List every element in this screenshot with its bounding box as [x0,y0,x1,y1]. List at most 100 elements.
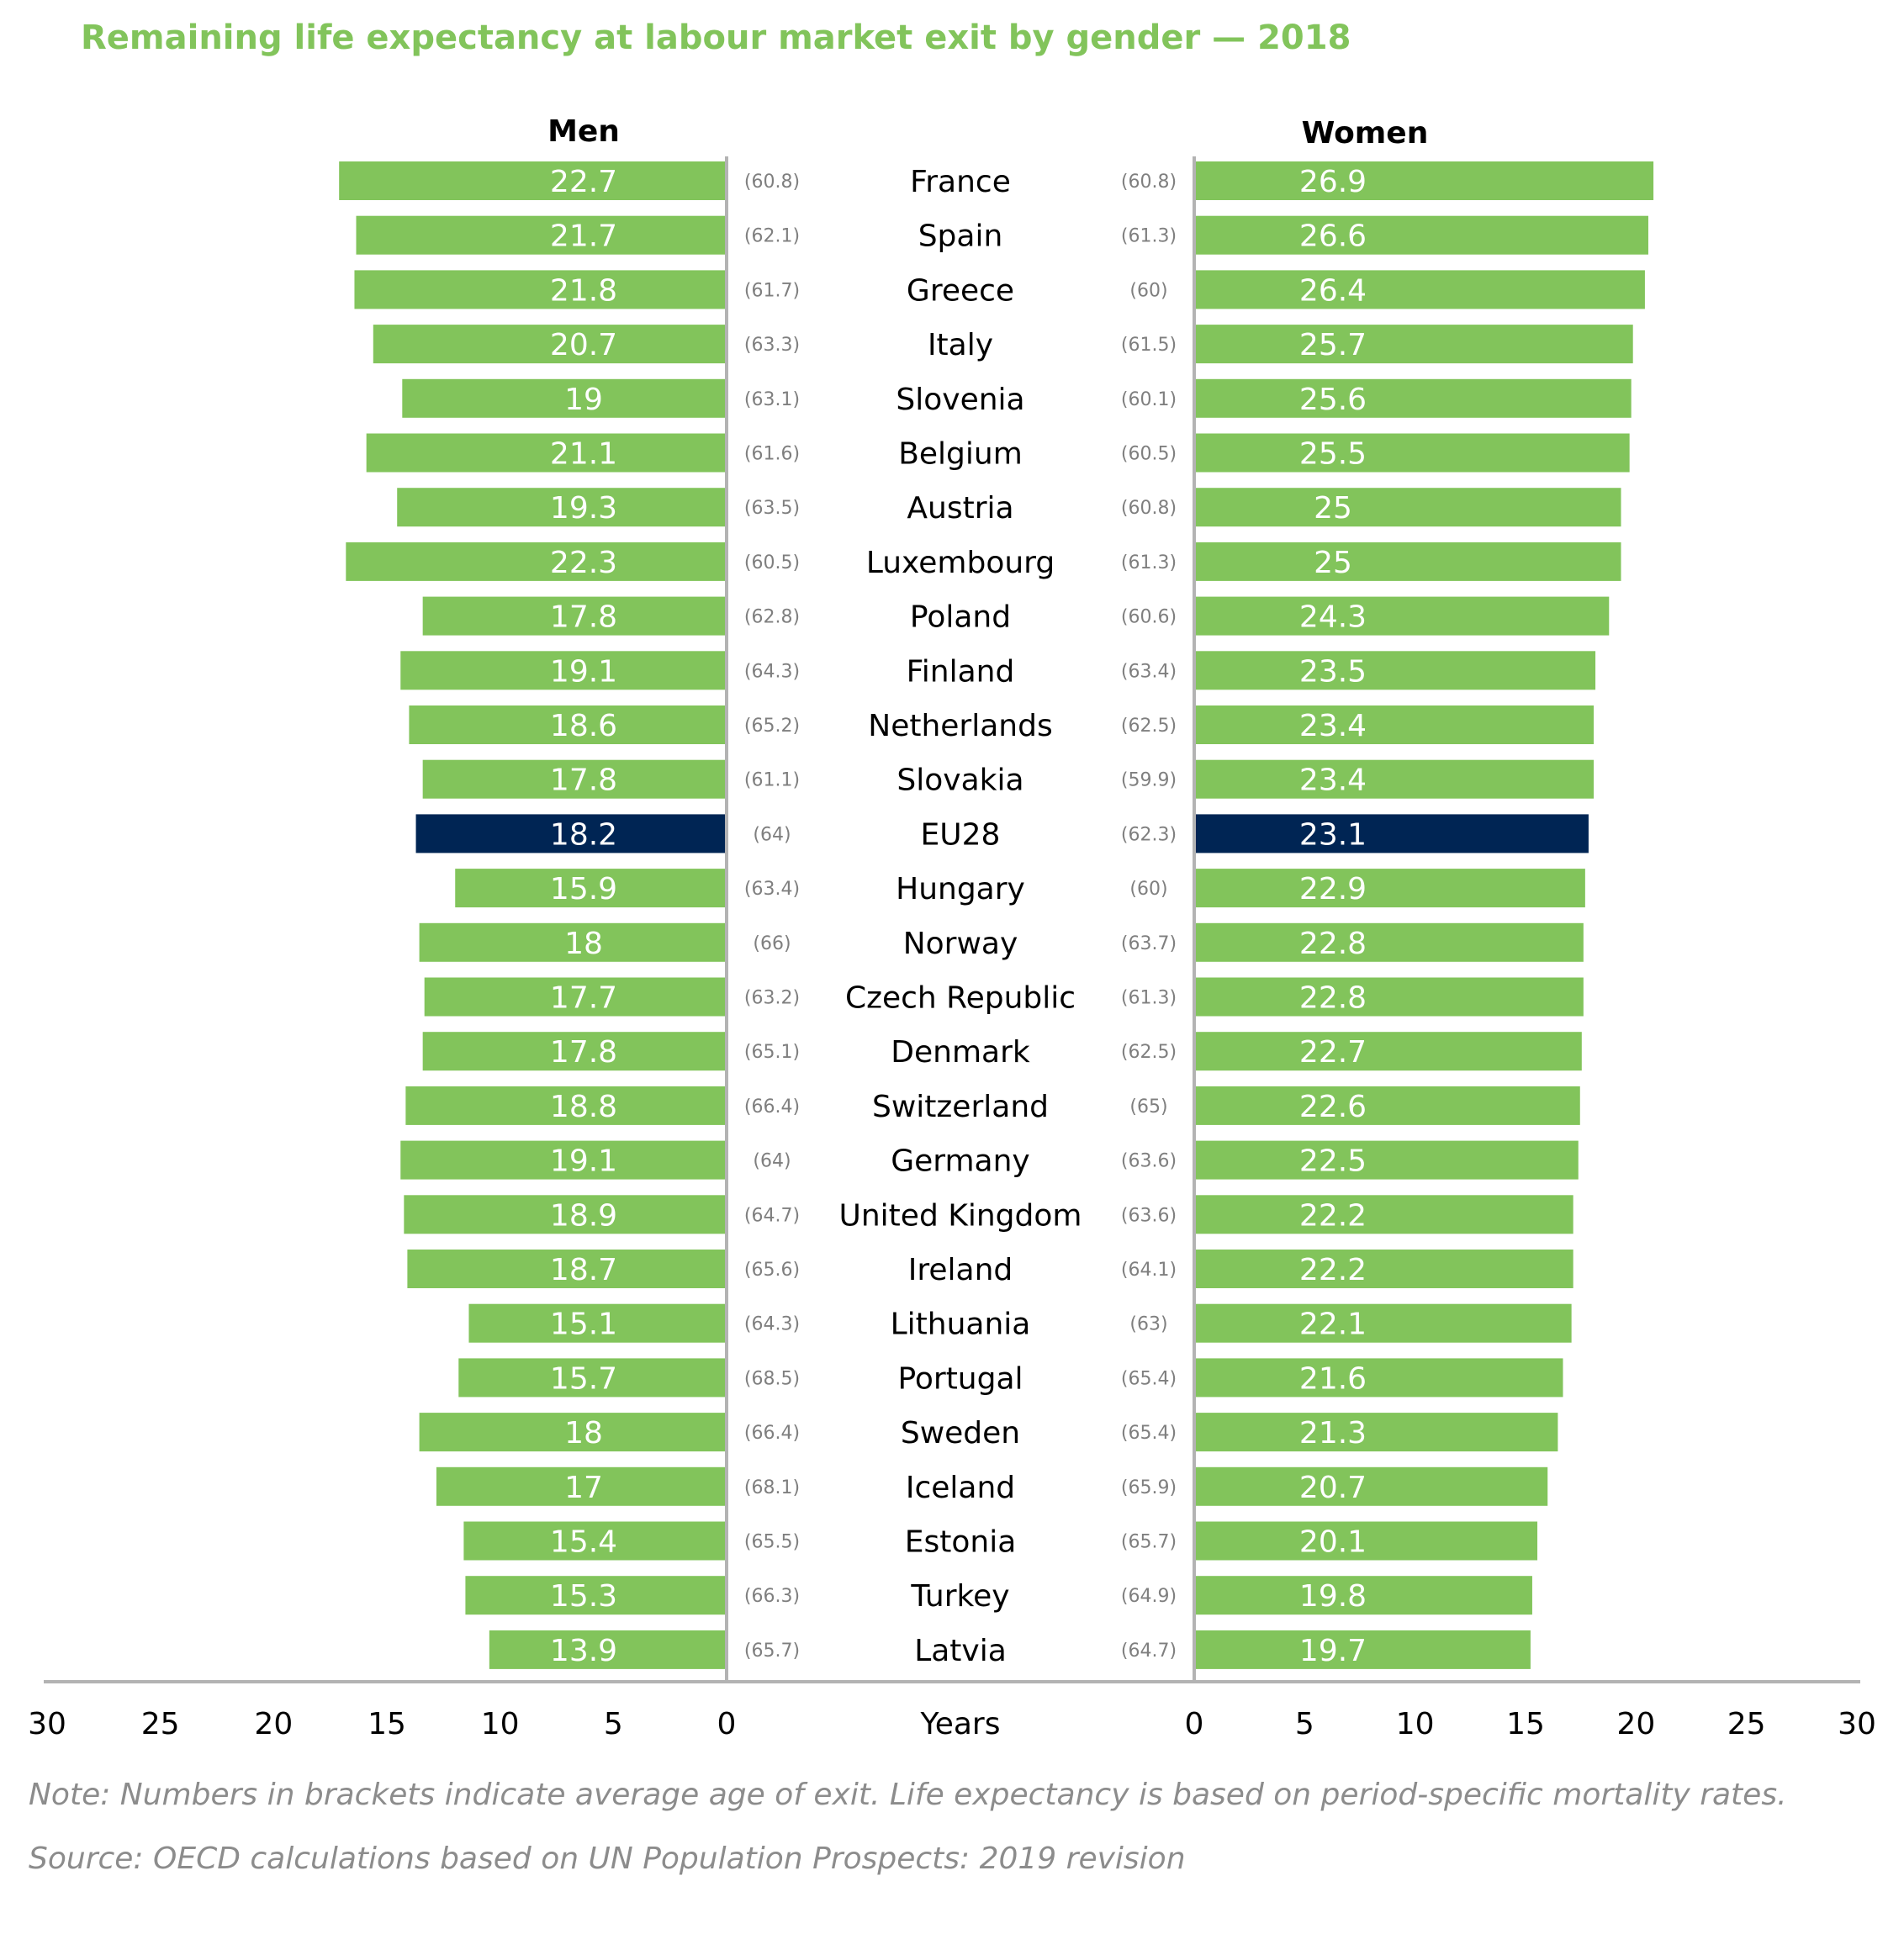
category-label: Estonia [905,1525,1017,1560]
bar-women [1194,1466,1548,1506]
bar-women [1194,1250,1573,1288]
data-label-women: 22.5 [1299,1144,1367,1179]
bar-men [400,1140,727,1180]
bar-men [458,1358,727,1398]
category-label: Netherlands [868,709,1052,743]
data-label-women: 22.6 [1299,1090,1367,1124]
bar-women [1194,977,1584,1017]
category-label: Poland [910,600,1011,635]
exit-age-label-men: (62.1) [744,226,800,247]
x-tick-label: 5 [604,1707,623,1741]
exit-age-label-women: (65.4) [1121,1368,1177,1389]
exit-age-label-women: (61.5) [1121,335,1177,356]
exit-age-label-men: (63.4) [744,879,800,900]
exit-age-label-women: (61.3) [1121,226,1177,247]
data-label-women: 24.3 [1299,600,1367,635]
exit-age-label-women: (60.8) [1121,498,1177,519]
category-label: Ireland [908,1253,1013,1287]
data-label-women: 22.2 [1299,1198,1367,1233]
bar-men [339,161,727,200]
data-label-men: 15.3 [550,1579,617,1614]
bar-men [400,651,727,690]
exit-age-label-women: (64.1) [1121,1260,1177,1281]
exit-age-label-men: (64) [753,824,791,845]
exit-age-label-women: (65.7) [1121,1532,1177,1553]
data-label-men: 19.1 [550,1144,617,1179]
data-label-men: 19.1 [550,654,617,689]
exit-age-label-men: (60.8) [744,172,800,193]
bar-men [489,1630,727,1669]
category-label: Sweden [901,1416,1020,1450]
bar-men [356,215,727,255]
bar-men [407,1250,727,1288]
category-label: Slovenia [896,383,1024,417]
x-tick-label: 30 [1838,1707,1876,1741]
exit-age-label-men: (61.7) [744,280,800,301]
bar-men [422,759,727,799]
data-label-men: 19 [564,383,603,417]
data-label-men: 13.9 [550,1634,617,1668]
bar-women [1194,922,1584,962]
exit-age-label-men: (66) [753,933,791,954]
exit-age-label-women: (61.3) [1121,988,1177,1009]
category-label: Norway [903,927,1018,961]
butterfly-bar-chart: Men Women 22.7 (60.8) France (60.8) 26.9 21.7 (6… [28,114,1876,1741]
exit-age-label-men: (63.5) [744,498,800,519]
exit-age-label-women: (59.9) [1121,770,1177,791]
bar-women [1194,759,1595,799]
data-label-women: 26.6 [1299,219,1367,254]
source-note: Source: OECD calculations based on UN Po… [29,1842,1186,1876]
bar-women [1194,1413,1558,1452]
bar-men [436,1466,727,1506]
bar-men [402,378,727,418]
data-label-men: 15.4 [550,1525,617,1560]
data-label-men: 15.1 [550,1308,617,1342]
exit-age-label-women: (63.6) [1121,1205,1177,1226]
data-label-men: 18.2 [550,817,617,852]
bar-men [346,542,727,581]
bar-women [1194,488,1621,527]
exit-age-label-men: (62.8) [744,607,800,628]
exit-age-label-men: (65.2) [744,716,800,737]
data-label-women: 25 [1314,491,1352,526]
bar-men [463,1521,727,1561]
exit-age-label-men: (65.6) [744,1260,800,1281]
data-label-men: 17.7 [550,981,617,1016]
data-label-men: 15.7 [550,1361,617,1396]
category-label: Latvia [914,1634,1007,1668]
exit-age-label-men: (66.4) [744,1096,800,1118]
bar-men [409,705,727,744]
x-tick-label: 0 [717,1707,737,1741]
data-label-women: 23.5 [1299,654,1367,689]
category-label: Spain [918,219,1003,254]
data-label-women: 22.1 [1299,1308,1367,1342]
bar-men [366,433,727,473]
exit-age-label-women: (65.4) [1121,1423,1177,1444]
series-header-men: Men [547,114,620,149]
data-label-women: 19.7 [1299,1634,1367,1668]
bar-women [1194,869,1585,908]
data-label-women: 23.4 [1299,709,1367,743]
data-label-women: 26.9 [1299,165,1367,199]
exit-age-label-men: (63.2) [744,988,800,1009]
data-label-women: 25.6 [1299,383,1367,417]
bar-women [1194,1576,1532,1615]
bar-men [424,977,727,1017]
exit-age-label-men: (60.5) [744,552,800,573]
category-label: Italy [928,328,993,362]
bar-women [1194,1358,1563,1398]
x-tick-label: 25 [141,1707,180,1741]
category-label: Austria [907,491,1013,526]
data-label-men: 17.8 [550,1035,617,1070]
data-label-women: 21.6 [1299,1361,1367,1396]
category-label: Turkey [910,1579,1009,1614]
data-label-women: 25.5 [1299,437,1367,472]
exit-age-label-men: (66.4) [744,1423,800,1444]
bar-men [422,1032,727,1071]
data-label-men: 18.8 [550,1090,617,1124]
exit-age-label-men: (65.7) [744,1641,800,1662]
data-label-men: 21.1 [550,437,617,472]
exit-age-label-men: (61.1) [744,770,800,791]
bar-women [1194,542,1621,581]
exit-age-label-men: (66.3) [744,1586,800,1607]
